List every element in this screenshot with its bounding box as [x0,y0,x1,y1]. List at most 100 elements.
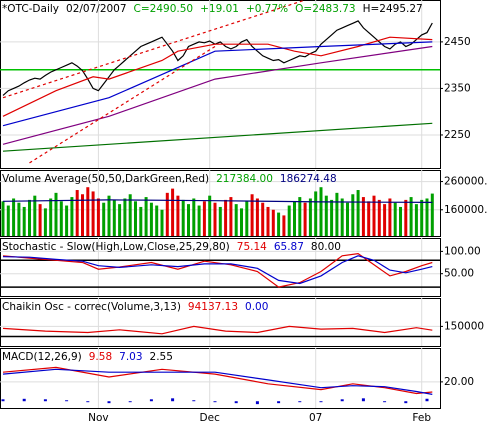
bar [134,201,137,236]
bar [171,188,175,236]
bar [118,204,122,236]
bar [372,195,376,236]
bar [399,206,402,236]
bar [1,399,5,402]
y-tick-label: 2250 [444,129,471,141]
bar [33,195,37,236]
bar [255,401,259,405]
bar [65,205,69,236]
series-line [2,41,433,127]
bar [356,190,360,236]
bar [351,194,355,236]
bar [240,208,243,236]
legend-text: Stochastic - Slow(High,Low,Close,25,29,8… [2,241,230,253]
bar [287,205,291,236]
bar [102,202,106,236]
bar [261,202,265,236]
bar [12,198,16,236]
bar [277,212,281,236]
bar [176,195,180,236]
bar [22,398,26,402]
bar [409,197,413,236]
bar [293,201,296,236]
y-tick-label: 160000. [444,204,487,216]
bar [255,198,259,236]
series-line [2,325,433,335]
bar [335,192,339,236]
bar [298,401,302,403]
bar [245,201,249,236]
legend-text: 02/07/2007 [66,3,127,15]
bar [123,198,127,236]
bar [430,193,434,236]
legend-text: *OTC-Daily [2,3,59,15]
bar [319,401,323,403]
bar [414,204,418,236]
bar [160,209,164,236]
bar [425,198,429,236]
bar [43,208,47,236]
bar [75,190,79,236]
bar [165,192,169,236]
bar [404,401,408,404]
legend-text: 80.00 [311,241,341,253]
bar [202,201,206,236]
x-tick-label: 07 [309,412,322,424]
bar [266,206,270,236]
bar [107,401,111,404]
bar [271,209,275,236]
bar [346,202,349,236]
bar [234,401,238,404]
bar [420,199,424,236]
x-tick-label: Dec [200,412,221,424]
bar [128,401,132,403]
legend-text: O=2483.73 [295,3,355,15]
bar [86,187,90,236]
legend-text: 2.55 [150,351,173,363]
y-tick-label: 100.00 [444,245,481,257]
bar [404,199,408,236]
legend-text: H=2495.27 [363,3,423,15]
bar [298,197,302,236]
bar [383,401,387,403]
bar [367,201,371,236]
bar [49,198,53,236]
bar [70,197,74,236]
y-tick-label: 50.00 [444,268,474,280]
bar [6,205,10,236]
series-line [2,368,433,395]
bar [197,205,201,236]
series-line [2,20,433,96]
legend-text: 94137.13 [188,301,238,313]
bar [1,201,5,236]
legend-text: MACD(12,26,9) [2,351,82,363]
series-line [2,36,433,117]
legend-text: +19.01 [200,3,239,15]
x-tick-label: Feb [412,412,431,424]
bar [340,399,344,402]
bar [277,401,281,404]
bar [181,199,185,236]
trend-line [2,0,306,99]
series-line [2,122,433,152]
bar [250,194,254,236]
bar [86,401,90,403]
bar [361,398,365,402]
bar [96,198,100,236]
bar [208,195,212,236]
bar [213,202,217,236]
bar [81,194,84,236]
bar [388,198,392,236]
legend-text: 0.00 [245,301,268,313]
legend-text: C=2490.50 [134,3,194,15]
y-tick-label: 20.00 [444,376,474,388]
panel-frame [0,348,441,409]
series-line [2,252,433,288]
y-tick-label: 2450 [444,36,471,48]
bar [324,195,328,236]
bar [330,199,334,236]
legend-text: Volume Average(50,50,DarkGreen,Red) [2,173,209,185]
bar [393,202,397,236]
bar [303,202,307,236]
